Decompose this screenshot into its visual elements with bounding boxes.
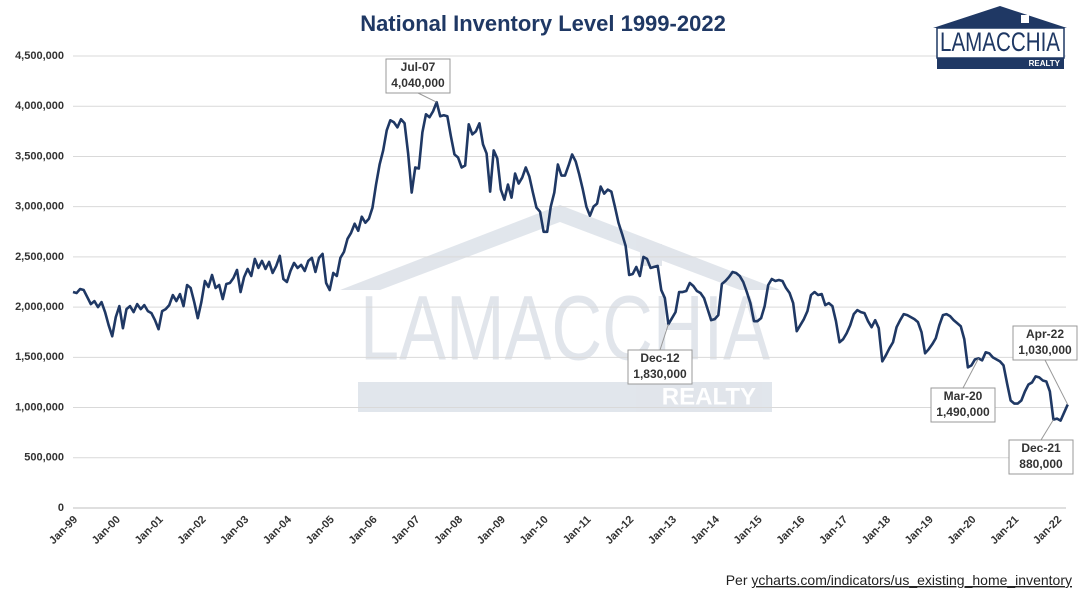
annotation-box [930,387,996,423]
annotation-value: 1,490,000 [936,405,990,419]
x-tick-label: Jan-22 [1031,514,1064,547]
annotation-box [385,58,451,94]
x-tick-label: Jan-10 [518,514,551,547]
x-tick-label: Jan-00 [90,514,123,547]
x-tick-label: Jan-03 [218,514,251,547]
annotation-leader [1040,419,1054,441]
x-tick-label: Jan-19 [903,514,936,547]
logo: LAMACCHIA REALTY [933,6,1067,69]
x-tick-label: Jan-07 [389,514,422,547]
annotation-box [1008,439,1074,475]
watermark: LAMACCHIA REALTY [340,205,780,412]
annotation-box [1012,325,1078,361]
x-tick-label: Jan-06 [347,514,380,547]
annotation-leader [417,92,437,103]
source: Per ycharts.com/indicators/us_existing_h… [726,572,1072,588]
y-tick-label: 1,500,000 [15,351,64,363]
watermark-window [640,244,662,266]
x-tick-label: Jan-14 [689,513,723,547]
logo-bar [937,58,1064,69]
x-tick-label: Jan-17 [817,514,850,547]
x-tick-label: Jan-02 [175,514,208,547]
annotation-date: Dec-12 [640,351,680,365]
annotation-value: 4,040,000 [391,76,445,90]
annotation-leader [962,358,980,389]
annotation-box [627,349,693,385]
series-line [72,100,1069,422]
x-tick-label: Jan-04 [261,513,295,547]
x-tick-label: Jan-21 [988,514,1021,547]
x-tick-label: Jan-15 [732,514,765,547]
logo-roof [933,6,1067,28]
annotation-date: Dec-21 [1021,441,1061,455]
logo-box [936,27,1065,59]
y-tick-label: 4,000,000 [15,100,64,112]
x-tick-label: Jan-01 [133,514,166,547]
logo-window [1021,15,1029,23]
y-tick-label: 2,000,000 [15,301,64,313]
annotation-leader [1044,359,1069,405]
chart-title: National Inventory Level 1999-2022 [360,11,726,36]
x-tick-label: Jan-99 [47,514,80,547]
y-tick-label: 0 [58,502,64,514]
x-tick-label: Jan-11 [561,514,594,547]
watermark-sub: REALTY [662,383,756,410]
annotation-date: Apr-22 [1026,327,1064,341]
logo-sub: REALTY [1029,59,1061,68]
annotation-date: Mar-20 [944,389,983,403]
x-tick-label: Jan-16 [774,514,807,547]
y-tick-label: 3,500,000 [15,150,64,162]
y-tick-label: 3,000,000 [15,201,64,213]
y-tick-label: 500,000 [24,452,64,464]
y-tick-label: 1,000,000 [15,401,64,413]
source-prefix: Per [726,572,752,588]
y-tick-label: 2,500,000 [15,251,64,263]
grid [73,55,1066,509]
x-tick-label: Jan-12 [603,514,636,547]
x-tick-label: Jan-08 [432,514,465,547]
x-tick-label: Jan-05 [304,514,337,547]
x-tick-label: Jan-20 [945,514,978,547]
watermark-bar [358,382,772,412]
watermark-roof [340,205,780,290]
x-tick-label: Jan-18 [860,514,893,547]
source-link[interactable]: ycharts.com/indicators/us_existing_home_… [751,572,1072,588]
annotation-value: 1,830,000 [633,367,687,381]
annotation-leader [659,324,669,351]
logo-brand: LAMACCHIA [940,27,1060,57]
annotation-date: Jul-07 [401,60,436,74]
watermark-brand: LAMACCHIA [360,277,770,379]
x-tick-label: Jan-09 [475,514,508,547]
x-tick-label: Jan-13 [646,514,679,547]
annotation-value: 1,030,000 [1018,343,1072,357]
y-tick-label: 4,500,000 [15,50,64,62]
annotation-value: 880,000 [1019,457,1063,471]
